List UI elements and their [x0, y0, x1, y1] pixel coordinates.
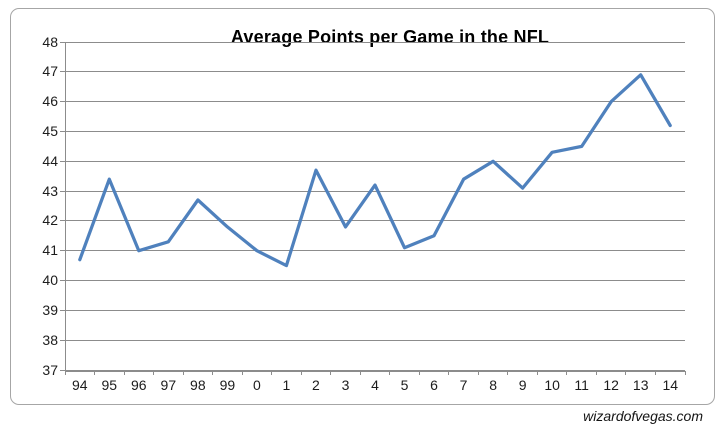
x-axis-tick: [536, 371, 538, 375]
y-axis-label: 42: [42, 212, 58, 229]
x-axis-tick: [359, 371, 361, 375]
y-axis-label: 40: [42, 272, 58, 289]
gridline: [65, 190, 685, 192]
chart-frame: [10, 8, 715, 405]
x-axis-label: 94: [71, 377, 88, 393]
y-axis-tick: [60, 250, 65, 252]
x-axis-label: 13: [632, 377, 649, 393]
x-axis-label: 99: [219, 377, 236, 393]
y-axis-tick: [60, 220, 65, 222]
x-axis-tick: [684, 371, 686, 375]
watermark-text: wizardofvegas.com: [583, 408, 703, 424]
x-axis-label: 1: [282, 377, 291, 393]
x-axis-label: 98: [190, 377, 206, 393]
gridline: [65, 41, 685, 43]
gridline: [65, 250, 685, 252]
data-line: [78, 73, 672, 268]
x-axis-label: 9: [518, 377, 527, 393]
gridline: [65, 101, 685, 103]
x-axis-tick: [212, 371, 214, 375]
x-axis-tick: [241, 371, 243, 375]
x-axis-label: 11: [574, 377, 589, 393]
x-axis-label: 0: [252, 377, 261, 393]
y-axis-tick: [60, 101, 65, 103]
x-axis-tick: [153, 371, 155, 375]
y-axis-tick: [60, 190, 65, 192]
y-axis-label: 38: [42, 331, 58, 348]
x-axis-tick: [477, 371, 479, 375]
gridline: [65, 220, 685, 222]
y-axis-label: 39: [42, 301, 58, 318]
x-axis-tick: [654, 371, 656, 375]
x-axis-line: [65, 370, 686, 372]
x-axis-label: 10: [544, 377, 560, 393]
gridline: [65, 130, 685, 132]
y-axis-tick: [60, 71, 65, 73]
x-axis-label: 14: [662, 377, 679, 393]
x-axis-label: 2: [312, 377, 320, 393]
x-axis-tick: [389, 371, 391, 375]
y-axis-tick: [60, 41, 65, 43]
y-axis-tick: [60, 280, 65, 282]
x-axis-label: 96: [131, 377, 147, 393]
x-axis-label: 8: [489, 377, 497, 393]
y-axis-tick: [60, 369, 65, 371]
y-axis-label: 47: [42, 63, 58, 80]
y-axis-label: 48: [42, 33, 58, 50]
x-axis-tick: [566, 371, 568, 375]
y-axis-label: 45: [42, 122, 58, 139]
y-axis-tick: [60, 309, 65, 311]
x-axis-label: 7: [459, 377, 468, 393]
x-axis-tick: [418, 371, 420, 375]
y-axis-label: 44: [42, 152, 58, 169]
x-axis-tick: [271, 371, 273, 375]
x-axis-tick: [448, 371, 450, 375]
y-axis-tick: [60, 130, 65, 132]
x-axis-tick: [595, 371, 597, 375]
x-axis-tick: [625, 371, 627, 375]
x-axis-label: 5: [400, 377, 409, 393]
y-axis-line: [64, 42, 66, 371]
x-axis-label: 6: [430, 377, 438, 393]
y-axis-label: 43: [42, 182, 58, 199]
x-axis-label: 4: [371, 377, 379, 393]
x-axis-tick: [330, 371, 332, 375]
x-axis-tick: [94, 371, 96, 375]
x-axis-label: 12: [603, 377, 619, 393]
x-axis-label: 95: [101, 377, 118, 393]
y-axis-label: 37: [42, 361, 58, 378]
gridline: [65, 71, 685, 73]
y-axis-label: 41: [42, 242, 58, 259]
x-axis-tick: [182, 371, 184, 375]
x-axis-label: 97: [160, 377, 177, 393]
gridline: [65, 280, 685, 282]
x-axis-tick: [300, 371, 302, 375]
x-axis-tick: [507, 371, 509, 375]
y-axis-label: 46: [42, 93, 58, 110]
y-axis-tick: [60, 160, 65, 162]
gridline: [65, 160, 685, 162]
gridline: [65, 369, 685, 371]
gridline: [65, 339, 685, 341]
y-axis-tick: [60, 339, 65, 341]
gridline: [65, 309, 685, 311]
x-axis-label: 3: [341, 377, 350, 393]
x-axis-tick: [123, 371, 125, 375]
x-axis-tick: [64, 371, 66, 375]
